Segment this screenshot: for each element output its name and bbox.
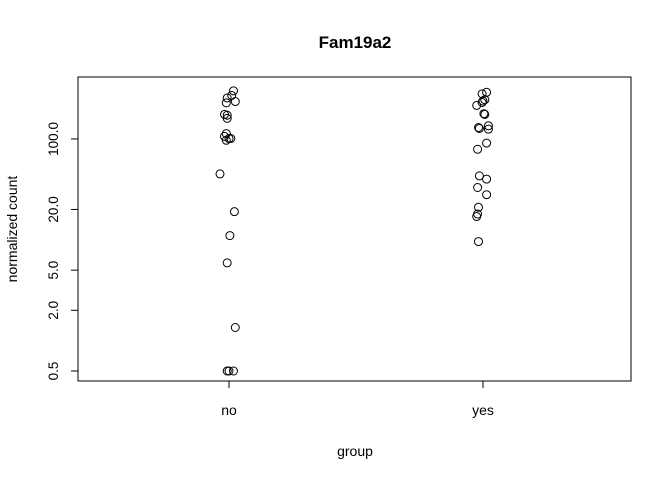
y-tick-label: 2.0 bbox=[46, 301, 61, 320]
data-point-no bbox=[221, 135, 231, 145]
data-point-no bbox=[221, 129, 231, 139]
data-point-no bbox=[229, 86, 238, 96]
data-point-yes bbox=[474, 237, 483, 247]
data-point-yes bbox=[483, 121, 493, 131]
y-axis-label: normalized count bbox=[4, 176, 20, 283]
data-point-no bbox=[229, 366, 238, 376]
y-axis: 0.5 2.0 5.0 20.0 100.0 bbox=[46, 122, 79, 381]
x-tick-label-no: no bbox=[221, 402, 237, 418]
data-point-yes bbox=[480, 109, 490, 119]
data-point-no bbox=[222, 113, 232, 123]
y-tick-label: 100.0 bbox=[46, 122, 61, 156]
data-points bbox=[215, 86, 493, 376]
plot-box bbox=[77, 76, 632, 382]
data-point-no bbox=[227, 90, 237, 100]
x-axis: no yes bbox=[221, 381, 494, 418]
chart-title: Fam19a2 bbox=[319, 33, 392, 52]
data-point-no bbox=[215, 169, 225, 179]
data-point-yes bbox=[473, 183, 483, 193]
data-point-yes bbox=[482, 138, 492, 148]
data-point-no bbox=[222, 110, 232, 120]
data-point-yes bbox=[479, 109, 489, 119]
data-point-yes bbox=[482, 190, 492, 200]
x-axis-label: group bbox=[337, 443, 373, 459]
data-point-no bbox=[230, 322, 240, 332]
data-point-yes bbox=[478, 96, 488, 106]
data-point-yes bbox=[474, 123, 484, 133]
data-point-no bbox=[224, 366, 234, 376]
data-point-no bbox=[222, 93, 232, 103]
data-point-no bbox=[225, 231, 235, 241]
data-point-no bbox=[221, 98, 231, 108]
data-point-no bbox=[230, 97, 240, 107]
data-point-yes bbox=[477, 97, 487, 107]
y-tick-label: 20.0 bbox=[46, 196, 61, 222]
data-point-yes bbox=[474, 202, 483, 212]
x-tick-label-yes: yes bbox=[472, 402, 494, 418]
data-point-yes bbox=[477, 89, 487, 99]
y-tick-label: 5.0 bbox=[46, 261, 61, 280]
data-point-yes bbox=[474, 122, 483, 132]
data-point-no bbox=[222, 258, 232, 268]
data-point-yes bbox=[474, 171, 484, 181]
data-point-yes bbox=[482, 174, 492, 184]
data-point-yes bbox=[483, 124, 493, 134]
data-point-yes bbox=[473, 144, 483, 154]
data-point-no bbox=[226, 134, 236, 144]
data-point-no bbox=[224, 134, 234, 144]
data-point-yes bbox=[472, 212, 482, 222]
data-point-yes bbox=[482, 87, 492, 97]
data-point-yes bbox=[472, 100, 482, 110]
data-point-yes bbox=[480, 95, 490, 105]
y-tick-label: 0.5 bbox=[46, 362, 61, 381]
data-point-no bbox=[229, 207, 239, 217]
